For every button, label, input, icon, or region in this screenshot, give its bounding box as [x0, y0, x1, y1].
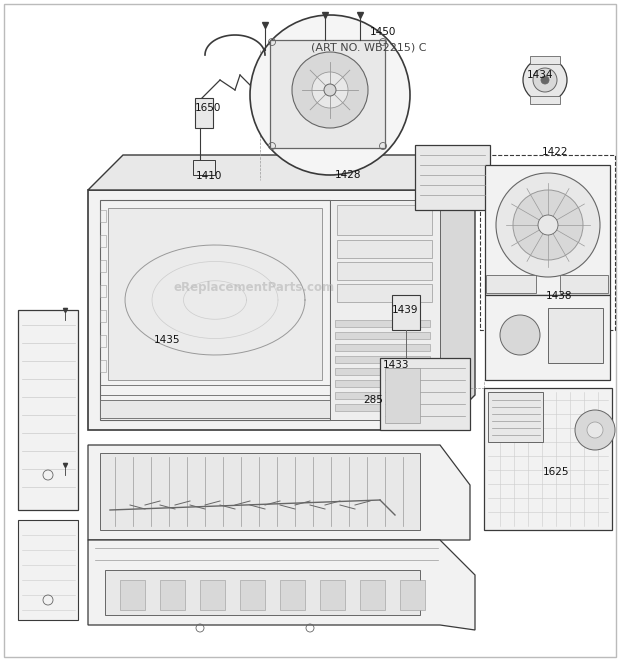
Bar	[335, 332, 430, 339]
Bar	[335, 356, 430, 363]
Polygon shape	[88, 540, 475, 630]
Text: 1625: 1625	[543, 467, 570, 477]
Circle shape	[587, 422, 603, 438]
Polygon shape	[415, 145, 490, 210]
Bar	[335, 320, 430, 327]
Bar	[195, 98, 213, 128]
Polygon shape	[330, 200, 440, 420]
Text: 1450: 1450	[370, 27, 396, 37]
Bar	[200, 580, 225, 610]
Bar	[335, 368, 430, 375]
Bar	[100, 260, 106, 272]
Circle shape	[292, 52, 368, 128]
Text: 1434: 1434	[527, 70, 554, 80]
Bar	[337, 284, 432, 302]
Bar	[100, 235, 106, 247]
Bar	[530, 56, 560, 64]
Bar	[335, 380, 430, 387]
Bar	[100, 400, 330, 418]
Polygon shape	[440, 155, 475, 430]
Circle shape	[523, 58, 567, 102]
Polygon shape	[88, 445, 470, 540]
Circle shape	[541, 76, 549, 84]
Bar	[486, 275, 536, 293]
Bar	[100, 285, 106, 297]
Bar	[100, 210, 106, 222]
Bar	[240, 580, 265, 610]
Text: 1422: 1422	[542, 147, 569, 157]
Bar	[337, 205, 432, 235]
Bar	[280, 580, 305, 610]
Polygon shape	[380, 358, 470, 430]
Bar	[360, 580, 385, 610]
Bar	[337, 262, 432, 280]
Text: (ART NO. WB2215) C: (ART NO. WB2215) C	[311, 42, 427, 53]
Polygon shape	[392, 295, 420, 330]
Polygon shape	[100, 453, 420, 530]
Bar	[193, 160, 215, 175]
Bar	[337, 240, 432, 258]
Circle shape	[538, 215, 558, 235]
Circle shape	[500, 315, 540, 355]
Text: 1433: 1433	[383, 360, 409, 370]
Circle shape	[324, 84, 336, 96]
Bar	[530, 96, 560, 104]
Polygon shape	[485, 295, 610, 380]
Circle shape	[496, 173, 600, 277]
Bar	[120, 580, 145, 610]
Polygon shape	[18, 310, 78, 510]
Circle shape	[513, 190, 583, 260]
Bar	[335, 404, 430, 411]
Circle shape	[250, 15, 410, 175]
Bar	[320, 580, 345, 610]
Bar	[100, 335, 106, 347]
Polygon shape	[88, 155, 475, 190]
Bar	[548, 308, 603, 363]
Circle shape	[312, 72, 348, 108]
Bar	[488, 392, 543, 442]
Text: 1650: 1650	[195, 103, 221, 113]
Bar	[335, 392, 430, 399]
Polygon shape	[105, 570, 420, 615]
Circle shape	[533, 68, 557, 92]
Polygon shape	[108, 208, 322, 380]
Polygon shape	[18, 520, 78, 620]
Text: 285: 285	[363, 395, 383, 405]
Bar	[480, 155, 615, 330]
Bar	[100, 310, 106, 322]
Text: 1428: 1428	[335, 170, 361, 180]
Bar	[400, 580, 425, 610]
Bar	[560, 275, 608, 293]
Bar	[100, 360, 106, 372]
Text: eReplacementParts.com: eReplacementParts.com	[174, 281, 335, 294]
Polygon shape	[485, 165, 610, 295]
Polygon shape	[88, 190, 440, 430]
Circle shape	[575, 410, 615, 450]
Polygon shape	[100, 200, 330, 420]
Polygon shape	[270, 40, 385, 148]
Bar	[335, 344, 430, 351]
Bar	[385, 368, 420, 423]
Text: 1435: 1435	[154, 335, 180, 345]
Bar	[160, 580, 185, 610]
Text: 1438: 1438	[546, 291, 572, 301]
Text: 1439: 1439	[392, 305, 419, 315]
Text: 1410: 1410	[196, 171, 223, 181]
Polygon shape	[484, 388, 612, 530]
